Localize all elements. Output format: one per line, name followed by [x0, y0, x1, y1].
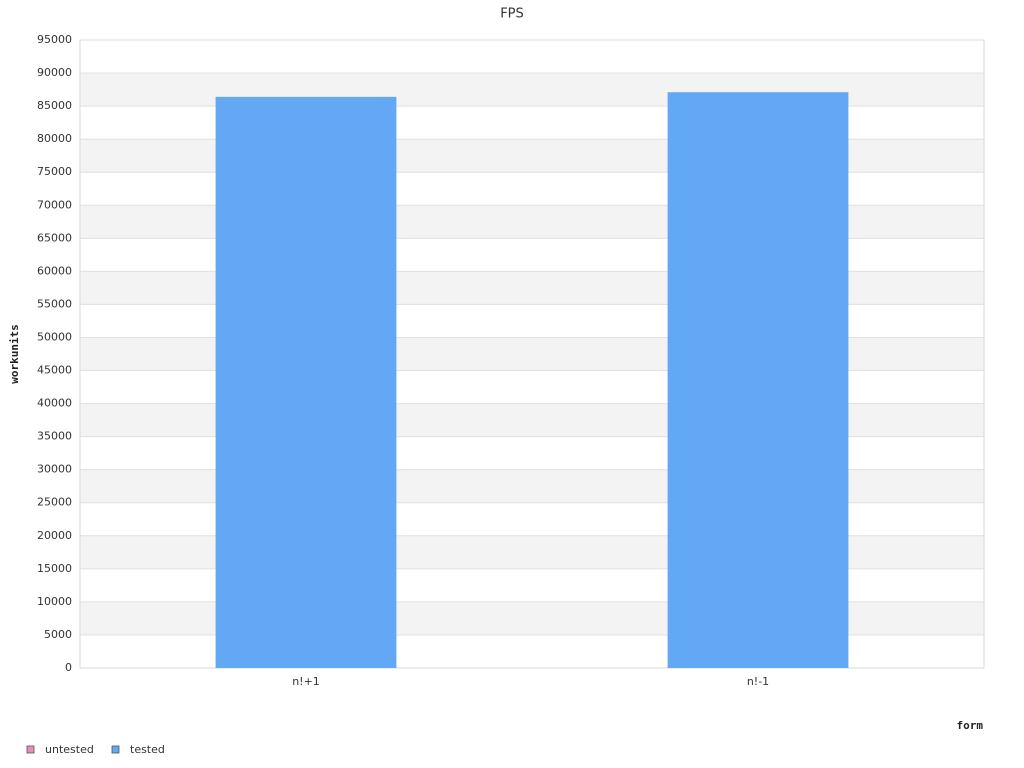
y-tick-label: 75000 — [37, 165, 72, 178]
x-axis-label: form — [957, 719, 984, 732]
y-tick-label: 60000 — [37, 264, 72, 277]
y-tick-label: 40000 — [37, 397, 72, 410]
x-tick-label: n!-1 — [747, 675, 769, 688]
legend-swatch — [26, 745, 35, 754]
y-tick-label: 45000 — [37, 364, 72, 377]
y-tick-label: 90000 — [37, 66, 72, 79]
y-tick-label: 0 — [65, 661, 72, 674]
bar — [667, 92, 849, 669]
y-tick-label: 5000 — [44, 628, 72, 641]
y-tick-label: 50000 — [37, 330, 72, 343]
y-tick-label: 20000 — [37, 529, 72, 542]
y-tick-label: 10000 — [37, 595, 72, 608]
y-tick-label: 95000 — [37, 33, 72, 46]
y-tick-label: 55000 — [37, 297, 72, 310]
y-tick-label: 30000 — [37, 463, 72, 476]
bar — [215, 96, 397, 668]
y-tick-label: 25000 — [37, 496, 72, 509]
x-tick-label: n!+1 — [292, 675, 320, 688]
legend-label: untested — [45, 743, 94, 756]
y-tick-label: 85000 — [37, 99, 72, 112]
legend-swatch — [111, 745, 120, 754]
y-tick-label: 70000 — [37, 198, 72, 211]
y-axis-label: workunits — [8, 324, 21, 384]
y-tick-label: 35000 — [37, 430, 72, 443]
y-tick-label: 15000 — [37, 562, 72, 575]
plot-border — [79, 39, 985, 669]
y-tick-label: 80000 — [37, 132, 72, 145]
legend-label: tested — [130, 743, 165, 756]
chart-title: FPS — [500, 7, 524, 22]
y-tick-label: 65000 — [37, 231, 72, 244]
